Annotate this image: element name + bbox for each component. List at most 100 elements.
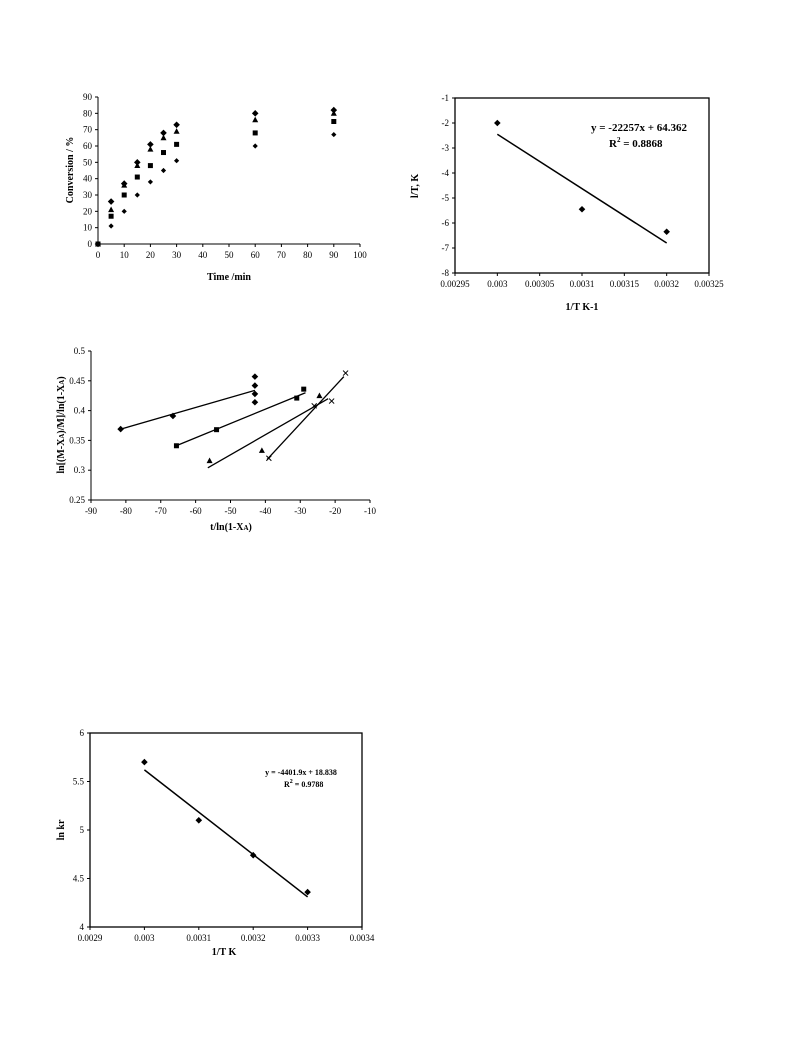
conversion-series-3-point (94, 240, 102, 248)
arrhenius-2-r2-value: = 0.9788 (293, 780, 324, 789)
arrhenius-2-y-title: ln kr (56, 819, 67, 840)
conversion-series-1-point (161, 150, 166, 156)
conversion-series-0-point (121, 208, 127, 214)
kinetic-y-title-sub1: A (58, 434, 66, 439)
kinetic-x-tick-label: -90 (85, 506, 97, 516)
conversion-series-1-point (108, 213, 114, 219)
kinetic-series-3-point-stroke-b (342, 370, 349, 376)
arrhenius-2-x-tick-label: 0.003 (134, 933, 155, 943)
conversion-x-tick-label: 80 (303, 250, 313, 260)
kinetic-x-tick-label: -20 (329, 506, 341, 516)
conversion-y-tick-label: 80 (83, 108, 93, 118)
arrhenius-2-x-title: 1/T K (212, 947, 237, 958)
arrhenius-1-x-tick-label: 0.0032 (654, 279, 679, 289)
arrhenius-1-x-title: 1/T K-1 (566, 302, 599, 313)
arrhenius-2-series-0-point (249, 851, 257, 859)
conversion-series-3-point (173, 121, 180, 129)
conversion-y-tick-label: 20 (83, 206, 93, 216)
conversion-series-0-point (160, 167, 167, 174)
conversion-series-3-point (147, 141, 154, 148)
arrhenius-2-y-tick-label: 5.5 (73, 777, 85, 787)
kinetic-y-title-end: ) (56, 376, 67, 379)
kinetic-x-tick-label: -40 (259, 506, 271, 516)
conversion-series-3-point (134, 159, 141, 166)
arrhenius-1-equation: y = -22257x + 64.362 (591, 122, 687, 134)
kinetic-marks (117, 370, 349, 469)
kinetic-x-title-sub: A (243, 524, 248, 532)
conversion-series-1-point (174, 141, 180, 147)
kinetic-x-tick-label: -60 (190, 506, 202, 516)
kinetic-y-tick-label: 0.3 (74, 465, 86, 475)
arrhenius-1-y-tick-label: -5 (442, 193, 450, 203)
arrhenius-1-marks (494, 119, 670, 244)
arrhenius-1-x-tick-label: 0.00295 (440, 279, 470, 289)
conversion-series-0-point (331, 131, 337, 138)
kinetic-series-1-trendline (174, 392, 306, 447)
kinetic-series-0-point (251, 398, 259, 406)
arrhenius-1-x-tick-label: 0.00315 (610, 279, 640, 289)
arrhenius-1-x-tick-label: 0.0031 (570, 279, 595, 289)
arrhenius-1-y-title: l/T, K (410, 174, 421, 198)
kinetic-x-tick-label: -10 (364, 506, 376, 516)
arrhenius-1-y-tick-label: -2 (442, 118, 450, 128)
kinetic-y-tick-label: 0.5 (74, 346, 86, 356)
arrhenius-2-y-tick-label: 5 (80, 825, 85, 835)
kinetic-series-0-point (251, 382, 259, 389)
kinetic-x-tick-label: -70 (155, 506, 167, 516)
kinetic-x-title-main: t/ln(1-X (210, 522, 244, 533)
kinetic-series-2-point (206, 457, 213, 464)
arrhenius-2-r2-label: R (284, 780, 290, 789)
conversion-series-2-point (160, 134, 167, 141)
conversion-series-1-point (134, 174, 140, 180)
kinetic-x-tick-label: -80 (120, 506, 132, 516)
arrhenius-1-series-0-point (663, 228, 670, 236)
conversion-axes: 0 10 20 30 40 50 60 70 80 90 100 0 10 20 30 40 50 60 70 80 9… (83, 92, 367, 260)
kinetic-series-1-point (214, 427, 220, 433)
conversion-series-1-point (331, 119, 337, 124)
arrhenius-1-axes: 0.00295 0.003 0.00305 0.0031 0.00315 0.0032 0.… (440, 93, 724, 289)
conversion-y-title: Conversion / % (65, 137, 76, 204)
conversion-x-title: Time /min (207, 272, 251, 283)
conversion-series-0-point (147, 179, 153, 185)
arrhenius-2-x-tick-label: 0.0032 (241, 933, 266, 943)
conversion-x-tick-label: 70 (277, 250, 287, 260)
conversion-x-tick-label: 90 (329, 250, 339, 260)
conversion-series-1-point (121, 192, 127, 198)
kinetic-y-tick-label: 0.25 (69, 495, 85, 505)
arrhenius-1-y-tick-label: -4 (442, 168, 450, 178)
kinetic-series-1-point (301, 386, 307, 392)
conversion-x-tick-label: 10 (120, 250, 130, 260)
kinetic-x-title: t/ln(1-XA) (210, 522, 252, 533)
arrhenius-1-series-0-point (494, 119, 501, 127)
conversion-y-tick-label: 10 (83, 223, 93, 233)
conversion-y-tick-label: 70 (83, 125, 93, 135)
kinetic-y-title-sub2: A (58, 380, 66, 385)
kinetic-series-0-point (251, 390, 259, 398)
kinetic-series-3-point (266, 455, 272, 462)
conversion-series-1-point (147, 163, 153, 169)
arrhenius-1-r2: R2 = 0.8868 (609, 136, 663, 150)
arrhenius-2-marks (141, 758, 311, 898)
arrhenius-2-y-tick-label: 4.5 (73, 874, 85, 884)
arrhenius-1-r2-sup: 2 (617, 136, 621, 144)
kinetic-series-3-point-stroke-b (328, 398, 335, 404)
arrhenius-2-trendline (143, 769, 309, 898)
kinetic-y-tick-label: 0.4 (74, 406, 86, 416)
conversion-series-0-point (252, 143, 258, 149)
arrhenius-1-r2-label: R (609, 138, 618, 150)
arrhenius-2-equation: y = -4401.9x + 18.838 (265, 768, 337, 777)
conversion-y-tick-label: 30 (83, 190, 93, 200)
kinetic-y-tick-label: 0.45 (69, 376, 85, 386)
kinetic-series-1-point (173, 443, 179, 449)
conversion-y-tick-label: 0 (88, 239, 93, 249)
conversion-series-0-point (108, 223, 114, 229)
kinetic-series-2-point (258, 447, 265, 453)
kinetic-series-3-point-stroke-b (266, 455, 272, 462)
conversion-series-2-point (147, 146, 154, 152)
kinetic-series-0-point (251, 373, 259, 380)
conversion-series-1-point (252, 130, 258, 136)
kinetic-series-2-trendline (207, 398, 329, 469)
arrhenius-2-r2: R2 = 0.9788 (284, 779, 323, 789)
